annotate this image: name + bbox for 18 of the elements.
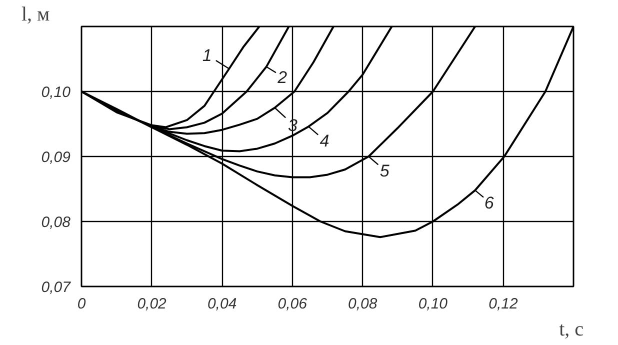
x-tick-label: 0,12 <box>488 296 518 312</box>
y-tick-label: 0,08 <box>41 214 72 231</box>
y-tick-label: 0,10 <box>41 84 72 101</box>
x-tick-label: 0,08 <box>348 296 378 312</box>
annotation: 5 <box>380 162 390 180</box>
annotation: 2 <box>276 68 288 87</box>
x-tick-label: 0,06 <box>278 296 308 312</box>
y-tick-label: 0,07 <box>41 279 72 296</box>
x-tick-label: 0,02 <box>137 296 168 312</box>
annotation: 1 <box>202 46 212 65</box>
x-tick-label: 0,10 <box>418 296 448 312</box>
x-axis-title: t, с <box>559 318 584 340</box>
annotation: 6 <box>484 193 494 212</box>
annotation: 4 <box>320 132 330 151</box>
y-axis-title: l, м <box>22 4 50 26</box>
x-tick-label: 0 <box>77 296 86 312</box>
y-tick-label: 0,09 <box>41 149 72 166</box>
x-tick-label: 0,04 <box>207 296 237 312</box>
